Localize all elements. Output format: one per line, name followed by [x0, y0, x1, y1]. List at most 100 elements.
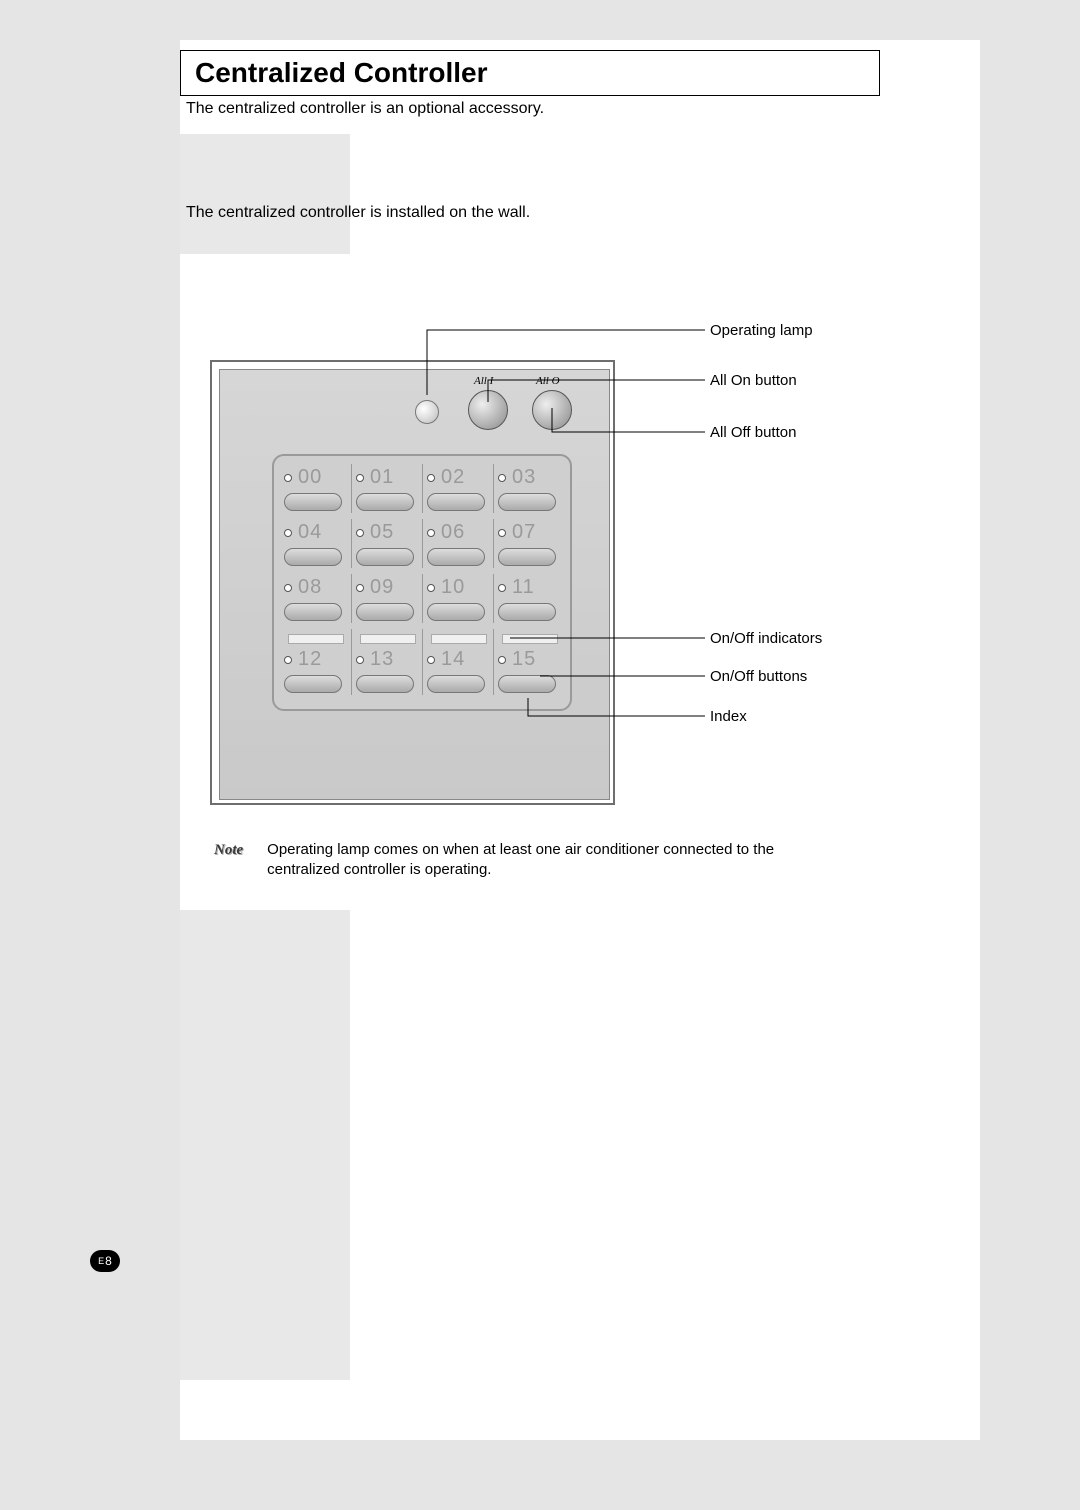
grid-row: 00 01 02 03	[280, 464, 564, 513]
unit-button[interactable]	[356, 548, 414, 566]
all-on-button[interactable]	[468, 390, 508, 430]
operating-lamp	[415, 400, 439, 424]
controller-inner-panel: All I All O 00 01 02 03 04 05	[219, 369, 610, 800]
note-row: Note Operating lamp comes on when at lea…	[214, 840, 834, 881]
index-strip	[360, 634, 416, 644]
cell-number: 10	[441, 576, 465, 599]
label-all-off: All O	[536, 375, 560, 387]
all-off-button[interactable]	[532, 390, 572, 430]
grid-cell: 14	[422, 629, 493, 695]
grid-cell: 07	[493, 519, 564, 568]
controller-diagram: All I All O 00 01 02 03 04 05	[210, 280, 630, 750]
cell-number: 05	[370, 521, 394, 544]
wall-text: The centralized controller is installed …	[186, 204, 530, 222]
bg-strip	[180, 134, 350, 254]
cell-number: 13	[370, 648, 394, 671]
grid-cell: 08	[280, 574, 351, 623]
cell-number: 00	[298, 466, 322, 489]
cell-number: 02	[441, 466, 465, 489]
grid-cell: 02	[422, 464, 493, 513]
note-text: Operating lamp comes on when at least on…	[267, 840, 834, 881]
bg-strip	[180, 910, 350, 1380]
index-strip	[502, 634, 558, 644]
callout-all-on: All On button	[710, 372, 797, 389]
unit-button[interactable]	[498, 548, 556, 566]
grid-cell: 10	[422, 574, 493, 623]
page-title: Centralized Controller	[195, 57, 865, 89]
indicator-icon	[356, 529, 364, 537]
unit-button[interactable]	[284, 548, 342, 566]
callout-all-off: All Off button	[710, 424, 796, 441]
cell-number: 08	[298, 576, 322, 599]
unit-button[interactable]	[284, 675, 342, 693]
indicator-icon	[498, 474, 506, 482]
cell-number: 06	[441, 521, 465, 544]
button-grid: 00 01 02 03 04 05 06 07 08 09 10	[272, 454, 572, 711]
indicator-icon	[498, 584, 506, 592]
cell-number: 03	[512, 466, 536, 489]
unit-button[interactable]	[498, 493, 556, 511]
cell-number: 04	[298, 521, 322, 544]
unit-button[interactable]	[498, 603, 556, 621]
index-strip	[431, 634, 487, 644]
indicator-icon	[284, 656, 292, 664]
unit-button[interactable]	[427, 675, 485, 693]
indicator-icon	[427, 656, 435, 664]
cell-number: 12	[298, 648, 322, 671]
indicator-icon	[427, 474, 435, 482]
cell-number: 11	[512, 576, 535, 599]
grid-cell: 09	[351, 574, 422, 623]
indicator-icon	[498, 529, 506, 537]
document-page: Centralized Controller The centralized c…	[180, 40, 980, 1440]
controller-outer-frame: All I All O 00 01 02 03 04 05	[210, 360, 615, 805]
indicator-icon	[284, 584, 292, 592]
grid-cell: 05	[351, 519, 422, 568]
page-num-value: 8	[105, 1254, 112, 1268]
grid-cell: 01	[351, 464, 422, 513]
indicator-icon	[356, 474, 364, 482]
cell-number: 09	[370, 576, 394, 599]
unit-button[interactable]	[356, 493, 414, 511]
grid-cell: 11	[493, 574, 564, 623]
grid-cell: 03	[493, 464, 564, 513]
indicator-icon	[427, 529, 435, 537]
callouts: Operating lamp All On button All Off but…	[640, 280, 980, 750]
cell-number: 14	[441, 648, 465, 671]
unit-button[interactable]	[427, 493, 485, 511]
unit-button[interactable]	[356, 603, 414, 621]
indicator-icon	[284, 474, 292, 482]
unit-button[interactable]	[427, 548, 485, 566]
callout-operating-lamp: Operating lamp	[710, 322, 813, 339]
page-num-prefix: E	[98, 1256, 104, 1266]
unit-button[interactable]	[498, 675, 556, 693]
indicator-icon	[427, 584, 435, 592]
callout-index: Index	[710, 708, 747, 725]
unit-button[interactable]	[284, 603, 342, 621]
label-all-on: All I	[474, 375, 493, 387]
index-strip	[288, 634, 344, 644]
grid-cell: 04	[280, 519, 351, 568]
intro-text: The centralized controller is an optiona…	[186, 100, 544, 118]
grid-cell: 15	[493, 629, 564, 695]
unit-button[interactable]	[427, 603, 485, 621]
grid-row: 12 13 14 15	[280, 629, 564, 695]
callout-buttons: On/Off buttons	[710, 668, 807, 685]
cell-number: 15	[512, 648, 536, 671]
grid-cell: 13	[351, 629, 422, 695]
indicator-icon	[356, 584, 364, 592]
unit-button[interactable]	[284, 493, 342, 511]
indicator-icon	[284, 529, 292, 537]
page-number: E 8	[90, 1250, 120, 1272]
unit-button[interactable]	[356, 675, 414, 693]
callout-indicators: On/Off indicators	[710, 630, 822, 647]
indicator-icon	[498, 656, 506, 664]
indicator-icon	[356, 656, 364, 664]
page-title-box: Centralized Controller	[180, 50, 880, 96]
cell-number: 01	[370, 466, 394, 489]
grid-row: 08 09 10 11	[280, 574, 564, 623]
grid-cell: 06	[422, 519, 493, 568]
grid-cell: 00	[280, 464, 351, 513]
grid-cell: 12	[280, 629, 351, 695]
note-label: Note	[214, 840, 243, 860]
grid-row: 04 05 06 07	[280, 519, 564, 568]
